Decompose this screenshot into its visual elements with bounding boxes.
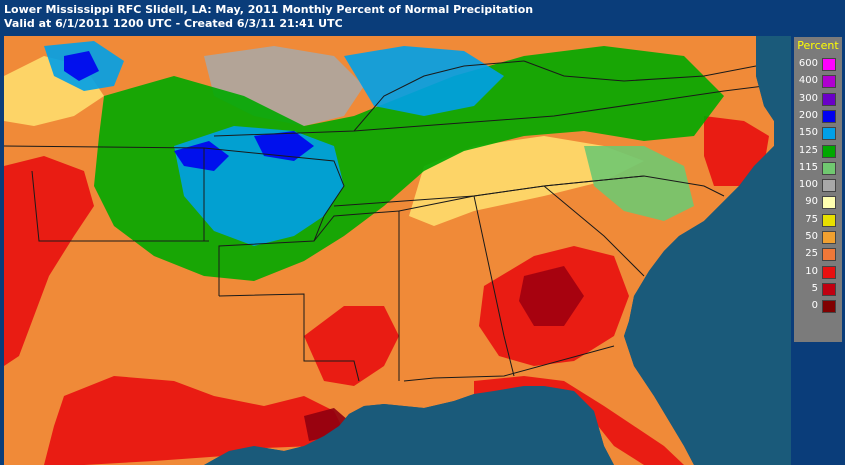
state-line-la [218, 293, 360, 382]
legend-row: 600 [794, 57, 842, 72]
legend-row: 0 [794, 299, 842, 314]
legend-value: 400 [798, 75, 818, 87]
legend-swatch [822, 248, 836, 262]
legend-value: 300 [798, 92, 818, 104]
legend-swatch [822, 196, 836, 210]
yellow-band [409, 136, 644, 226]
legend-row: 150 [794, 126, 842, 141]
legend-row: 50 [794, 230, 842, 245]
blue-zone-north [344, 46, 504, 116]
legend: Percent 600 400 300 200 150 125 115 100 90 75 50 25… [794, 37, 842, 342]
red-zone-west [4, 156, 94, 366]
legend-value: 125 [798, 144, 818, 156]
legend-row: 100 [794, 178, 842, 193]
state-line-al-ga [398, 195, 515, 377]
legend-value: 0 [811, 300, 818, 312]
legend-row: 115 [794, 161, 842, 176]
legend-swatch [822, 282, 836, 296]
atlantic-ocean [624, 36, 791, 465]
deep-blue-zone-3 [64, 51, 99, 81]
legend-swatch [822, 75, 836, 89]
state-line-ok-tx [4, 145, 205, 149]
state-line-ga-fl [403, 345, 615, 382]
map-header: Lower Mississippi RFC Slidell, LA: May, … [0, 0, 845, 36]
dark-red-zone-delta [304, 408, 349, 441]
legend-value: 90 [805, 196, 818, 208]
state-line-tx-la [31, 170, 209, 242]
map-title: Lower Mississippi RFC Slidell, LA: May, … [4, 3, 534, 16]
state-line-nc [543, 175, 725, 197]
state-line-ms-al [313, 210, 400, 381]
legend-swatch [822, 179, 836, 193]
legend-row: 75 [794, 213, 842, 228]
legend-swatch [822, 213, 836, 227]
legend-swatch [822, 265, 836, 279]
state-line-tn-north [213, 85, 765, 137]
legend-swatch [822, 58, 836, 71]
legend-swatch [822, 144, 836, 158]
red-zone-gulf [44, 376, 344, 465]
state-line-ar-east [203, 147, 345, 296]
red-zone-louisiana [304, 306, 399, 386]
legend-row: 25 [794, 247, 842, 262]
state-line-sc [473, 185, 645, 277]
legend-row: 300 [794, 92, 842, 107]
legend-value: 150 [798, 127, 818, 139]
deep-blue-zone-1 [174, 141, 229, 171]
legend-swatch [822, 161, 836, 175]
legend-row: 200 [794, 109, 842, 124]
legend-swatch [822, 231, 836, 244]
legend-swatch [822, 92, 836, 106]
light-green-zone [584, 146, 694, 221]
legend-swatch [822, 109, 836, 123]
precipitation-map-image [4, 36, 791, 465]
legend-row: 5 [794, 282, 842, 297]
precipitation-map [4, 36, 791, 465]
legend-row: 400 [794, 74, 842, 89]
gulf-of-mexico [204, 386, 614, 465]
legend-value: 25 [805, 248, 818, 260]
deep-blue-zone-2 [254, 131, 314, 161]
legend-value: 600 [798, 58, 818, 69]
legend-value: 10 [805, 265, 818, 277]
state-line-va [523, 60, 757, 82]
legend-swatch [822, 127, 836, 141]
legend-value: 100 [798, 179, 818, 191]
legend-value: 115 [798, 161, 818, 173]
legend-value: 200 [798, 109, 818, 121]
dark-red-zone-ga [519, 266, 584, 326]
legend-row: 10 [794, 265, 842, 280]
legend-title: Percent [797, 39, 839, 52]
map-validity: Valid at 6/1/2011 1200 UTC - Created 6/3… [4, 17, 343, 30]
legend-value: 50 [805, 231, 818, 242]
state-boundaries [4, 60, 765, 382]
state-line-ky [353, 60, 525, 132]
legend-row: 125 [794, 144, 842, 159]
legend-value: 75 [805, 213, 818, 225]
legend-row: 90 [794, 195, 842, 210]
legend-swatch [822, 300, 836, 314]
legend-value: 5 [811, 282, 818, 294]
